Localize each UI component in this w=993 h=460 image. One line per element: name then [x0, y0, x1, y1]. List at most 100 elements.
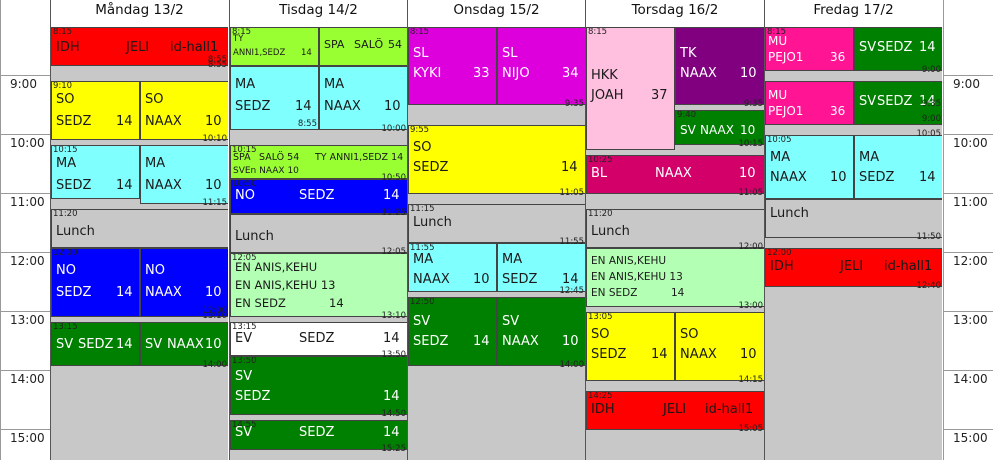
lesson-start-time: 8:15	[410, 26, 430, 37]
lesson-block[interactable]: 13:50 SV SEDZ 14	[230, 356, 407, 416]
lesson-block[interactable]: 11:20 Lunch	[51, 208, 228, 248]
lesson-block[interactable]: 12:00 IDH JELI id-hall1	[765, 248, 942, 288]
hour-gridline	[0, 75, 50, 76]
lesson-text: NAAX	[145, 177, 182, 193]
lesson-text: 10	[740, 65, 757, 81]
lesson-block[interactable]: 13:15 EV SEDZ 14	[230, 321, 407, 357]
lesson-text: 14	[919, 93, 936, 109]
lesson-text: SEDZ	[56, 285, 92, 300]
lesson-block[interactable]: MA SEDZ 14	[854, 134, 942, 199]
day-column: Fredag 17/2 8:15 MU PEJO1 36 SV SEDZ 14 MU PEJO1 3…	[764, 0, 942, 460]
lesson-start-time: 8:15	[767, 26, 787, 37]
lesson-block[interactable]: 14:55 SV SEDZ 14	[230, 420, 407, 450]
lesson-start-time: 11:20	[588, 208, 613, 219]
lesson-text: SEDZ	[78, 336, 114, 352]
lesson-text: NAAX	[145, 285, 182, 300]
lesson-text: SV	[56, 336, 74, 352]
lesson-text: SV	[235, 369, 253, 385]
lesson-block[interactable]: 12:50 SV SEDZ 14	[408, 297, 497, 366]
lesson-block[interactable]: EN ANIS,KEHU EN ANIS,KEHU 13 EN SEDZ 14	[586, 248, 764, 307]
lesson-text: MA	[235, 77, 256, 93]
lesson-text: SALÖ 54	[259, 151, 300, 163]
lesson-text: 10	[205, 177, 222, 193]
lesson-text: 14	[383, 425, 400, 441]
lesson-text: KYKI	[413, 65, 442, 81]
lesson-text: JOAH	[591, 87, 624, 103]
lesson-text: 14	[651, 346, 668, 362]
hour-label: 12:00	[953, 254, 988, 268]
hour-gridline	[943, 252, 993, 253]
lesson-block[interactable]: SL NIJO 34	[497, 26, 585, 106]
lesson-block[interactable]: 12:05 EN ANIS,KEHU EN ANIS,KEHU 13 EN SEDZ 1…	[230, 252, 407, 317]
hour-label: 13:00	[10, 313, 45, 327]
lesson-block[interactable]: 8:15 MU PEJO1 36	[765, 26, 854, 71]
lesson-text: PEJO1	[768, 49, 804, 64]
lesson-text: SEDZ	[413, 334, 449, 350]
lesson-text: SL	[413, 45, 429, 61]
lesson-block[interactable]: 9:10 SO SEDZ 14	[51, 80, 140, 140]
lesson-block[interactable]: SV NAAX 10	[497, 297, 585, 366]
lesson-block[interactable]: Lunch	[765, 198, 942, 239]
lesson-block[interactable]: 9:00 SV SEDZ 14	[854, 80, 942, 126]
lesson-block[interactable]: 10:15 MA SEDZ 14	[51, 144, 140, 199]
lesson-text: SV	[502, 314, 520, 330]
day-column: Onsdag 15/2 8:15 SL KYKI 33 SL NIJO 34 9:55 SO SED…	[407, 0, 585, 460]
lesson-block[interactable]: Lunch	[230, 213, 407, 253]
day-header[interactable]: Tisdag 14/2	[230, 0, 407, 31]
lesson-block[interactable]: 12:00 NO NAAX 10	[140, 248, 228, 317]
lesson-text: NO	[235, 188, 255, 204]
lesson-block[interactable]: 10:50 NO SEDZ 14	[230, 179, 407, 214]
lesson-block[interactable]: 8:15 HKK JOAH 37	[586, 26, 675, 150]
lesson-text: 14	[919, 169, 936, 185]
hour-label: 11:00	[953, 195, 988, 209]
slot-end-time: 9:35	[743, 99, 763, 110]
lesson-text: Lunch	[235, 228, 274, 244]
lesson-block[interactable]: MA NAAX 10	[319, 66, 407, 130]
day-header[interactable]: Måndag 13/2	[51, 0, 228, 31]
lesson-block[interactable]: 11:20 Lunch	[586, 208, 764, 248]
lesson-block[interactable]: SV SEDZ 14	[854, 26, 942, 71]
lesson-block[interactable]: MU PEJO1 36	[765, 80, 854, 126]
lesson-block[interactable]: 8:15 TY ANNI1,SEDZ 14	[230, 26, 319, 67]
lesson-text: NAAX	[324, 99, 361, 115]
lesson-block[interactable]: 9:55 SO SEDZ 14	[408, 125, 585, 194]
lesson-text: MA	[859, 149, 880, 165]
lesson-block[interactable]: 11:15 Lunch	[408, 203, 585, 244]
hour-label: 15:00	[953, 431, 988, 445]
lesson-block[interactable]: 10:05 MA NAAX 10	[765, 134, 854, 199]
lesson-block[interactable]: TK NAAX 10	[675, 26, 764, 106]
lesson-block[interactable]: 13:15 SV SEDZ 14	[51, 321, 140, 366]
lesson-text: EN SEDZ	[591, 287, 638, 299]
lesson-start-time: 14:55	[232, 420, 257, 431]
lesson-text: MU	[768, 87, 788, 102]
lesson-block[interactable]: 13:05 SO SEDZ 14	[586, 311, 675, 381]
lesson-block[interactable]: 10:25 BL NAAX 10	[586, 154, 764, 194]
lesson-text: NAAX	[502, 334, 539, 350]
lesson-block[interactable]: SO NAAX 10	[675, 311, 764, 381]
lesson-block[interactable]: SO NAAX 10	[140, 80, 228, 140]
lesson-end-time: 12:00	[202, 305, 228, 316]
lesson-text: NO	[56, 263, 76, 278]
day-header[interactable]: Onsdag 15/2	[408, 0, 585, 31]
lesson-text: 14	[383, 389, 400, 405]
lesson-block[interactable]: SPA SALÖ 54	[319, 26, 407, 67]
lesson-block[interactable]: MA SEDZ 14	[497, 243, 585, 293]
lesson-block[interactable]: 14:25 IDH JELI id-hall1	[586, 390, 764, 430]
lesson-text: 54	[388, 37, 402, 51]
lesson-start-time: 13:05	[588, 311, 613, 322]
lesson-start-time: 13:15	[53, 321, 78, 332]
slot-end-time: 11:05	[738, 187, 764, 198]
lesson-block[interactable]: 11:55 MA NAAX 10	[408, 243, 497, 293]
lesson-block[interactable]: 8:15 8:55 IDH JELI id-hall1	[51, 26, 228, 67]
lesson-block[interactable]: MA NAAX 10	[140, 144, 228, 204]
lesson-text: SEDZ	[299, 188, 335, 204]
lesson-text: SO	[680, 326, 699, 342]
lesson-block[interactable]: 8:15 SL KYKI 33	[408, 26, 497, 106]
lesson-block[interactable]: 12:00 NO SEDZ 14	[51, 248, 140, 317]
lesson-start-time: 10:25	[588, 154, 613, 165]
lesson-block[interactable]: 9:40 SV NAAX 10	[675, 110, 764, 145]
lesson-block[interactable]: 8:55 MA SEDZ 14	[230, 66, 319, 130]
lesson-text: Lunch	[413, 214, 452, 230]
lesson-block[interactable]: 10:15 SPA SALÖ 54 TY ANNI1,SEDZ 14 SVEn NAAX…	[230, 144, 407, 180]
lesson-block[interactable]: SV NAAX 10	[140, 321, 228, 366]
